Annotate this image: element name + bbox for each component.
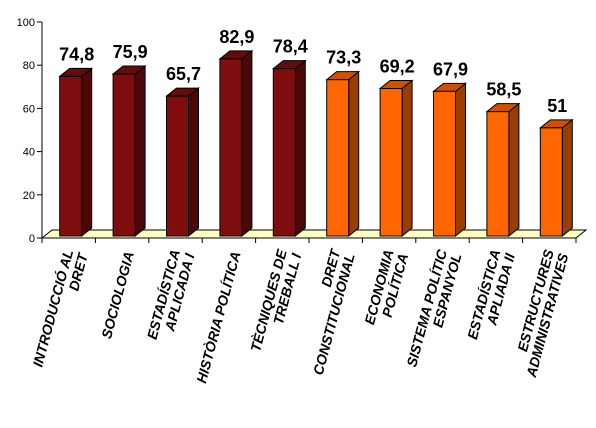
bar xyxy=(432,82,467,238)
category-label: HISTÒRIA POLÍTICA xyxy=(192,249,244,384)
category-label: SOCIOLOGIA xyxy=(98,250,137,341)
bar-front xyxy=(539,127,563,237)
data-label: 65,7 xyxy=(166,64,201,84)
y-tick-label: 100 xyxy=(17,17,35,29)
bar xyxy=(325,70,361,238)
bar xyxy=(538,118,574,238)
data-label: 82,9 xyxy=(219,27,254,47)
bar-side xyxy=(188,87,199,238)
bar-front xyxy=(166,95,189,237)
bar-front xyxy=(272,68,296,237)
bar-front xyxy=(486,111,510,237)
bar-front xyxy=(379,88,403,237)
y-tick-label: 20 xyxy=(23,190,35,202)
bar-front xyxy=(219,58,243,237)
data-label: 75,9 xyxy=(113,42,148,62)
bar-side xyxy=(455,82,466,238)
y-tick-label: 0 xyxy=(29,233,35,245)
bar xyxy=(271,59,307,238)
bar-side xyxy=(134,65,146,238)
bar xyxy=(485,102,521,238)
bar-side xyxy=(241,49,253,238)
data-label: 51 xyxy=(547,96,567,116)
bar xyxy=(58,67,94,238)
bar xyxy=(165,87,200,238)
data-label: 74,8 xyxy=(59,44,94,64)
y-tick-label: 80 xyxy=(23,60,35,72)
bar xyxy=(111,65,147,238)
data-label: 67,9 xyxy=(433,59,468,79)
bar-side xyxy=(294,59,306,238)
bar-side xyxy=(348,70,360,238)
data-label: 73,3 xyxy=(326,48,361,68)
bar xyxy=(378,79,414,238)
bar xyxy=(218,49,254,238)
data-label: 78,4 xyxy=(273,37,308,57)
bar-front xyxy=(59,75,83,237)
bar-side xyxy=(561,118,573,238)
category-label-line: HISTÒRIA POLÍTICA xyxy=(192,249,244,384)
data-label: 69,2 xyxy=(380,57,415,77)
bar-side xyxy=(401,79,413,238)
bar-front xyxy=(112,73,136,237)
bar-side xyxy=(81,67,93,238)
bar-front xyxy=(326,79,350,237)
bar-side xyxy=(508,102,520,238)
category-label-line: SOCIOLOGIA xyxy=(98,250,137,341)
category-label-line: INTRODUCCIÓ AL xyxy=(29,247,77,368)
y-tick-label: 40 xyxy=(23,147,35,159)
data-label: 58,5 xyxy=(486,80,521,100)
bar-front xyxy=(433,90,456,237)
y-tick-label: 60 xyxy=(23,103,35,115)
